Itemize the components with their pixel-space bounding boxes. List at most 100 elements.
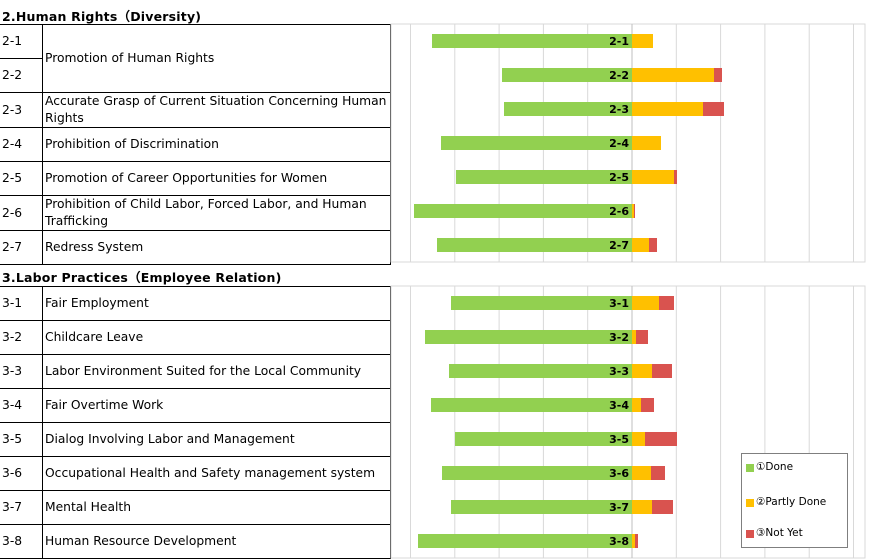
human-rights-bar-chart: 2-1 2-2 2-3 2-4 2-5 2-6 2-7 [390,23,866,263]
table-row: 3-8 Human Resource Development [0,524,391,559]
bar-done [449,364,632,378]
bar-not-yet [635,534,638,548]
bar-partly-done [632,500,652,514]
bar-category-label: 3-4 [609,399,629,412]
bar-category-label: 3-3 [609,365,629,378]
item-name: Fair Employment [42,286,391,321]
item-code: 3-2 [0,320,43,355]
bar-category-label: 2-5 [609,171,629,184]
section-title-human-rights: 2.Human Rights（Diversity) [2,9,202,24]
bar-done [456,170,632,184]
item-code: 3-7 [0,490,43,525]
bar-done [442,466,632,480]
item-name: Promotion of Career Opportunities for Wo… [42,161,391,196]
bar-done [425,330,632,344]
item-code: 2-7 [0,230,43,265]
item-code: 2-6 [0,195,43,231]
item-code: 2-4 [0,127,43,162]
bar-not-yet [645,432,677,446]
bar-category-label: 2-4 [609,137,629,150]
bar-category-label: 2-6 [609,205,629,218]
bar-partly-done [632,398,641,412]
item-code: 3-8 [0,524,43,559]
item-code: 3-6 [0,456,43,491]
table-row: 3-2 Childcare Leave [0,320,391,355]
table-row: 2-6 Prohibition of Child Labor, Forced L… [0,195,391,231]
bar-not-yet [634,204,635,218]
bar-not-yet [651,466,665,480]
bar-not-yet [714,68,722,82]
table-row: 2-5 Promotion of Career Opportunities fo… [0,161,391,196]
legend-item-partly-done: ②Partly Done [742,495,847,511]
table-row: 2-3 Accurate Grasp of Current Situation … [0,92,391,128]
table-row: 3-7 Mental Health [0,490,391,525]
item-name: Promotion of Human Rights [42,24,391,93]
table-row: 3-1 Fair Employment [0,286,391,321]
legend-swatch-partly-done [746,499,754,507]
item-name: Fair Overtime Work [42,388,391,423]
table-row: 3-6 Occupational Health and Safety manag… [0,456,391,491]
bar-done [418,534,632,548]
bar-partly-done [632,68,714,82]
legend-swatch-not-yet [746,530,754,538]
bar-partly-done [632,238,649,252]
item-name: Human Resource Development [42,524,391,559]
item-code: 3-1 [0,286,43,321]
bar-category-label: 2-1 [609,35,629,48]
table-row: 2-1 Promotion of Human Rights [0,24,391,93]
legend-item-done: ①Done [742,460,847,476]
bar-done [455,432,632,446]
table-row: 3-4 Fair Overtime Work [0,388,391,423]
item-name: Childcare Leave [42,320,391,355]
item-name: Mental Health [42,490,391,525]
item-name: Accurate Grasp of Current Situation Conc… [42,92,391,128]
item-code: 3-4 [0,388,43,423]
bar-partly-done [632,34,653,48]
table-row: 2-4 Prohibition of Discrimination [0,127,391,162]
bar-done [502,68,632,82]
bar-not-yet [641,398,654,412]
bar-category-label: 3-2 [609,331,629,344]
bar-not-yet [674,170,677,184]
human-rights-table: 2-1 Promotion of Human Rights 2-2 2-3 Ac… [0,24,391,265]
bar-partly-done [632,432,645,446]
item-code: 2-1 [0,24,43,59]
bar-not-yet [703,102,724,116]
item-name: Labor Environment Suited for the Local C… [42,354,391,389]
bar-category-label: 2-3 [609,103,629,116]
item-name: Occupational Health and Safety managemen… [42,456,391,491]
legend-label-done: ①Done [756,461,794,473]
bar-done [437,238,632,252]
bar-partly-done [632,534,635,548]
bar-partly-done [632,102,703,116]
item-code: 3-3 [0,354,43,389]
legend-label-not-yet: ③Not Yet [756,527,803,539]
legend-item-not-yet: ③Not Yet [742,526,847,542]
legend-swatch-done [746,464,754,472]
bar-partly-done [632,170,674,184]
item-code: 2-5 [0,161,43,196]
bar-done [504,102,632,116]
bar-category-label: 3-1 [609,297,629,310]
bar-category-label: 2-2 [609,69,629,82]
labor-practices-table: 3-1 Fair Employment 3-2 Childcare Leave … [0,286,391,559]
chart-legend: ①Done ②Partly Done ③Not Yet [741,453,848,548]
item-code: 3-5 [0,422,43,457]
bar-partly-done [632,296,659,310]
item-name: Prohibition of Child Labor, Forced Labor… [42,195,391,231]
bar-partly-done [632,330,636,344]
item-code: 2-2 [0,58,43,93]
bar-partly-done [632,466,651,480]
bar-done [451,296,632,310]
bar-done [432,34,632,48]
bar-not-yet [636,330,648,344]
item-name: Redress System [42,230,391,265]
bar-done [451,500,632,514]
bar-category-label: 2-7 [609,239,629,252]
bar-category-label: 3-6 [609,467,629,480]
bar-category-label: 3-5 [609,433,629,446]
bar-partly-done [632,204,634,218]
bar-category-label: 3-7 [609,501,629,514]
item-name: Prohibition of Discrimination [42,127,391,162]
bar-not-yet [659,296,674,310]
